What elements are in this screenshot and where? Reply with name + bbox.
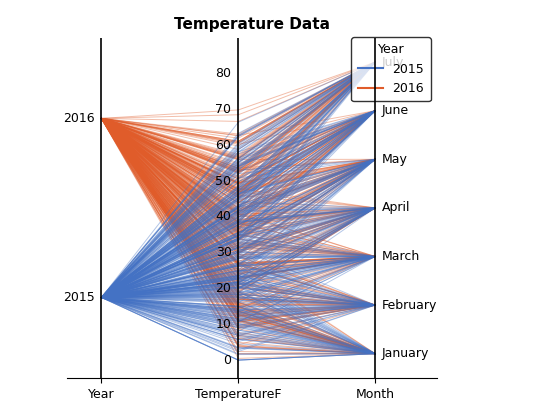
Text: 40: 40 bbox=[216, 210, 231, 223]
Text: May: May bbox=[382, 153, 408, 166]
Text: 30: 30 bbox=[216, 246, 231, 259]
Text: June: June bbox=[382, 104, 409, 117]
Text: July: July bbox=[382, 55, 404, 68]
Title: Temperature Data: Temperature Data bbox=[174, 18, 330, 32]
Text: February: February bbox=[382, 299, 437, 312]
Text: 60: 60 bbox=[216, 139, 231, 152]
Text: 2016: 2016 bbox=[63, 112, 95, 125]
Text: 0: 0 bbox=[223, 354, 231, 367]
Text: March: March bbox=[382, 250, 421, 263]
Text: 50: 50 bbox=[216, 175, 231, 188]
Text: 2015: 2015 bbox=[63, 291, 95, 304]
Text: 80: 80 bbox=[216, 67, 231, 80]
Text: 10: 10 bbox=[216, 318, 231, 331]
Legend: 2015, 2016: 2015, 2016 bbox=[351, 37, 431, 101]
Text: 70: 70 bbox=[216, 103, 231, 116]
Text: 20: 20 bbox=[216, 282, 231, 295]
Text: January: January bbox=[382, 347, 430, 360]
Text: April: April bbox=[382, 202, 410, 214]
